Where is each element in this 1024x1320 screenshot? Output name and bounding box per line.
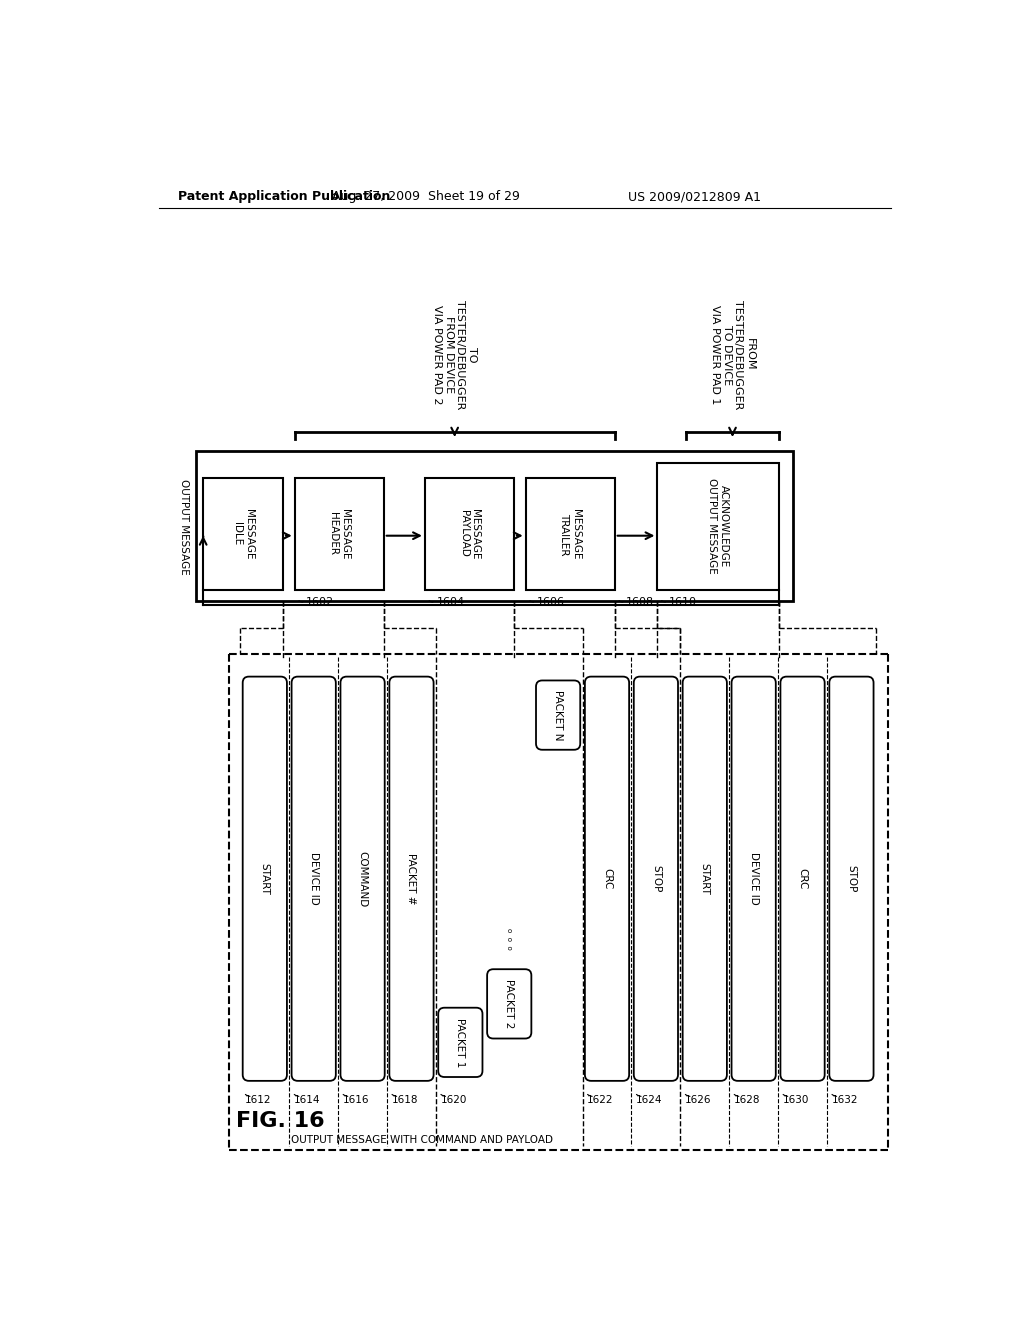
FancyBboxPatch shape [683, 677, 727, 1081]
Text: MESSAGE
IDLE: MESSAGE IDLE [232, 508, 254, 560]
Bar [425, 478, 514, 590]
Text: ACKNOWLEDGE
OUTPUT MESSAGE: ACKNOWLEDGE OUTPUT MESSAGE [708, 478, 729, 574]
FancyBboxPatch shape [292, 677, 336, 1081]
Text: MESSAGE
TRAILER: MESSAGE TRAILER [559, 508, 581, 560]
Text: START: START [699, 863, 710, 895]
Text: COMMAND: COMMAND [357, 850, 368, 907]
Text: 1618: 1618 [391, 1094, 418, 1105]
Text: 1606: 1606 [538, 597, 565, 607]
Text: Patent Application Publication: Patent Application Publication [178, 190, 391, 203]
Text: US 2009/0212809 A1: US 2009/0212809 A1 [628, 190, 761, 203]
Text: DEVICE ID: DEVICE ID [749, 853, 759, 906]
Text: 1610: 1610 [669, 597, 697, 607]
Text: CRC: CRC [798, 869, 808, 890]
Text: Aug. 27, 2009  Sheet 19 of 29: Aug. 27, 2009 Sheet 19 of 29 [333, 190, 520, 203]
Text: 1612: 1612 [245, 1094, 271, 1105]
Text: 1632: 1632 [831, 1094, 858, 1105]
Bar [657, 462, 779, 590]
Text: 1604: 1604 [436, 597, 465, 607]
Text: 1614: 1614 [294, 1094, 321, 1105]
Bar [197, 451, 793, 601]
FancyBboxPatch shape [731, 677, 776, 1081]
Bar [203, 478, 283, 590]
Text: DEVICE ID: DEVICE ID [308, 853, 318, 906]
Text: FIG. 16: FIG. 16 [237, 1111, 326, 1131]
Text: PACKET 1: PACKET 1 [456, 1018, 465, 1067]
FancyBboxPatch shape [389, 677, 433, 1081]
FancyBboxPatch shape [780, 677, 824, 1081]
Text: MESSAGE
HEADER: MESSAGE HEADER [329, 508, 350, 560]
Text: STOP: STOP [651, 865, 660, 892]
Text: OUTPUT MESSAGE WITH COMMAND AND PAYLOAD: OUTPUT MESSAGE WITH COMMAND AND PAYLOAD [291, 1135, 553, 1146]
Text: 1616: 1616 [343, 1094, 370, 1105]
Text: 1608: 1608 [627, 597, 654, 607]
Text: 1602: 1602 [306, 597, 335, 607]
Text: CRC: CRC [602, 869, 612, 890]
Text: OUTPUT MESSAGE: OUTPUT MESSAGE [179, 479, 188, 574]
FancyBboxPatch shape [634, 677, 678, 1081]
FancyBboxPatch shape [340, 677, 385, 1081]
FancyBboxPatch shape [487, 969, 531, 1039]
Text: TO
TESTER/DEBUGGER
FROM DEVICE
VIA POWER PAD 2: TO TESTER/DEBUGGER FROM DEVICE VIA POWER… [432, 300, 477, 409]
Bar [525, 478, 614, 590]
Text: o  o  o: o o o [506, 928, 512, 949]
FancyBboxPatch shape [585, 677, 629, 1081]
Text: 1626: 1626 [685, 1094, 712, 1105]
Bar [295, 478, 384, 590]
Text: 1622: 1622 [587, 1094, 613, 1105]
Text: PACKET #: PACKET # [407, 853, 417, 904]
FancyBboxPatch shape [243, 677, 287, 1081]
Text: 1620: 1620 [440, 1094, 467, 1105]
Text: MESSAGE
PAYLOAD: MESSAGE PAYLOAD [459, 508, 480, 560]
Text: FROM
TESTER/DEBUGGER
TO DEVICE
VIA POWER PAD 1: FROM TESTER/DEBUGGER TO DEVICE VIA POWER… [710, 300, 755, 409]
Text: PACKET N: PACKET N [553, 690, 563, 741]
FancyBboxPatch shape [536, 681, 581, 750]
Text: STOP: STOP [847, 865, 856, 892]
FancyBboxPatch shape [829, 677, 873, 1081]
Text: 1628: 1628 [734, 1094, 761, 1105]
Text: 1624: 1624 [636, 1094, 663, 1105]
Text: START: START [260, 863, 269, 895]
Text: 1630: 1630 [782, 1094, 809, 1105]
FancyBboxPatch shape [438, 1007, 482, 1077]
Text: PACKET 2: PACKET 2 [504, 979, 514, 1028]
